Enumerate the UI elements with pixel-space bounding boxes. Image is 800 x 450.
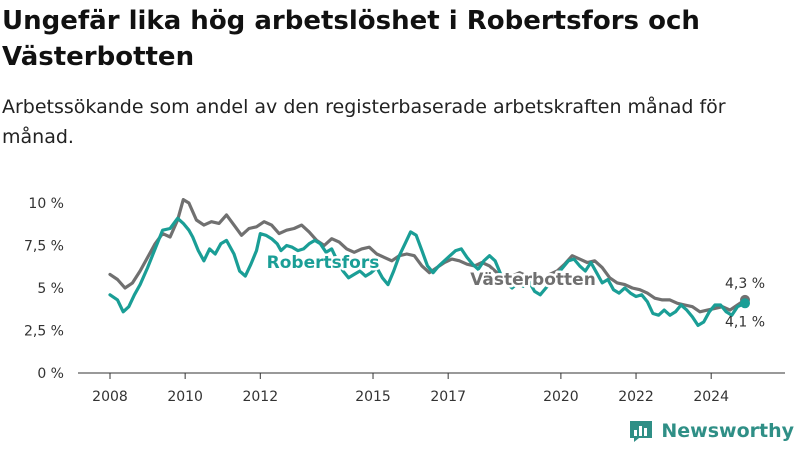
y-tick-label: 2,5 % bbox=[24, 324, 64, 340]
x-tick-label: 2015 bbox=[355, 389, 391, 405]
x-tick-label: 2017 bbox=[430, 389, 466, 405]
brand-name: Newsworthy bbox=[661, 420, 794, 442]
newsworthy-logo: Newsworthy bbox=[628, 418, 794, 444]
end-point-robertsfors bbox=[740, 298, 750, 309]
y-tick-label: 0 % bbox=[37, 366, 64, 382]
x-tick-label: 2010 bbox=[167, 389, 203, 405]
x-tick-label: 2024 bbox=[693, 389, 729, 405]
x-tick-label: 2008 bbox=[92, 389, 128, 405]
series-line-vasterbotten bbox=[108, 198, 747, 314]
series-line-robertsfors bbox=[108, 216, 747, 327]
series-name-label-vasterbotten: Västerbotten bbox=[470, 270, 596, 290]
y-tick-label: 10 % bbox=[28, 196, 64, 212]
chart-title: Ungefär lika hög arbetslöshet i Robertsf… bbox=[2, 6, 700, 72]
bar-chart-logo-icon bbox=[630, 421, 653, 442]
y-tick-label: 7,5 % bbox=[24, 239, 64, 255]
x-tick-label: 2022 bbox=[618, 389, 654, 405]
chart-subtitle: Arbetssökande som andel av den registerb… bbox=[2, 96, 726, 148]
y-tick-label: 5 % bbox=[37, 281, 64, 297]
x-tick-label: 2020 bbox=[543, 389, 579, 405]
series-name-label-robertsfors: Robertsfors bbox=[267, 253, 380, 273]
x-tick-label: 2012 bbox=[242, 389, 278, 405]
end-value-label-robertsfors: 4,1 % bbox=[725, 314, 765, 330]
end-value-label-vasterbotten: 4,3 % bbox=[725, 276, 765, 292]
